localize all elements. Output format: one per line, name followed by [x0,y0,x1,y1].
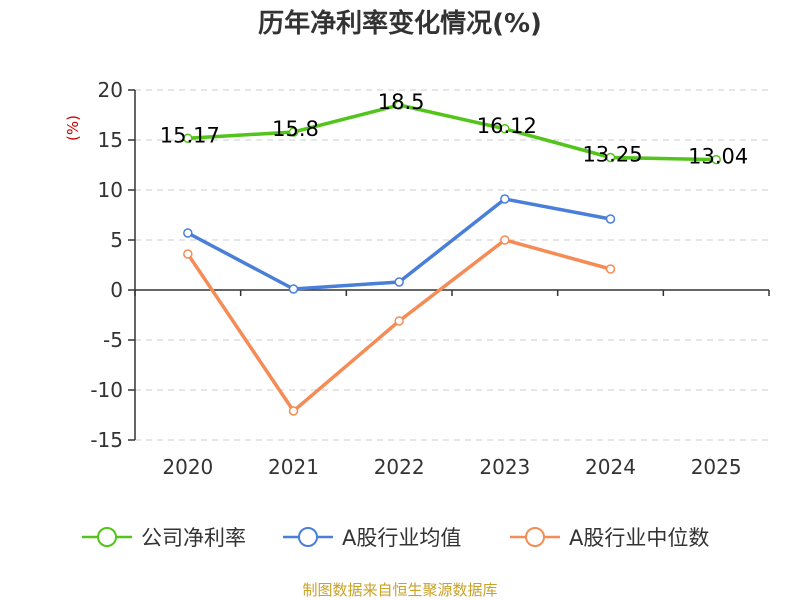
data-point[interactable] [288,406,299,416]
x-tick-label: 2022 [374,455,425,479]
data-point[interactable] [500,235,510,245]
y-tick-label: 20 [98,78,123,102]
data-label: 15.17 [160,123,220,147]
legend-item[interactable]: 公司净利率 [82,526,246,550]
data-point[interactable] [500,124,510,134]
data-point[interactable] [605,264,616,274]
data-point[interactable] [500,194,510,204]
y-tick-label: 10 [98,178,123,202]
data-label: 13.25 [582,143,642,167]
data-point[interactable] [394,277,404,287]
y-tick-label: -10 [90,378,123,402]
data-label: 16.12 [477,114,537,138]
data-point[interactable] [711,154,721,165]
data-point[interactable] [183,249,193,259]
data-label: 13.04 [688,145,748,169]
data-point[interactable] [394,316,404,326]
legend-label: 公司净利率 [141,526,246,550]
legend-label: A股行业均值 [342,526,461,550]
legend-item[interactable]: A股行业均值 [283,526,461,550]
legend-item[interactable]: A股行业中位数 [510,526,709,550]
data-point[interactable] [605,214,616,224]
x-tick-label: 2025 [691,455,742,479]
source-note: 制图数据来自恒生聚源数据库 [302,581,497,599]
y-tick-label: 0 [110,278,123,302]
y-tick-label: -5 [103,328,123,352]
grid-lines [135,89,769,441]
data-point[interactable] [288,127,299,137]
data-label: 15.8 [272,117,319,141]
legend-marker-icon [525,527,545,547]
data-point[interactable] [183,133,193,144]
y-tick-label: 5 [110,228,123,252]
data-point[interactable] [605,152,616,163]
legend-marker-icon [97,527,117,547]
x-tick-label: 2020 [162,455,213,479]
data-label: 18.5 [378,90,425,114]
data-labels: 15.17 15.8 18.5 16.12 13.25 13.04 [160,90,748,169]
chart-title: 历年净利率变化情况(%) [258,8,542,39]
y-tick-label: 15 [98,128,123,152]
x-tick-label: 2023 [479,455,530,479]
x-tick-label: 2021 [268,455,319,479]
series-lines [183,100,721,416]
y-tick-label: -15 [90,428,123,452]
legend-label: A股行业中位数 [569,526,709,550]
legend[interactable]: 公司净利率 A股行业均值 A股行业中位数 [82,526,709,550]
data-point[interactable] [288,284,299,294]
x-tick-label: 2024 [585,455,636,479]
data-point[interactable] [183,228,193,238]
series-line [187,103,717,162]
data-point[interactable] [394,100,404,110]
legend-marker-icon [298,527,318,547]
axes: 20 15 10 5 0 -5 -10 -15 2020 2021 2022 2023 2024 2025 [90,78,770,479]
y-axis-unit-label: (%) [64,115,82,141]
series-line [187,197,611,291]
